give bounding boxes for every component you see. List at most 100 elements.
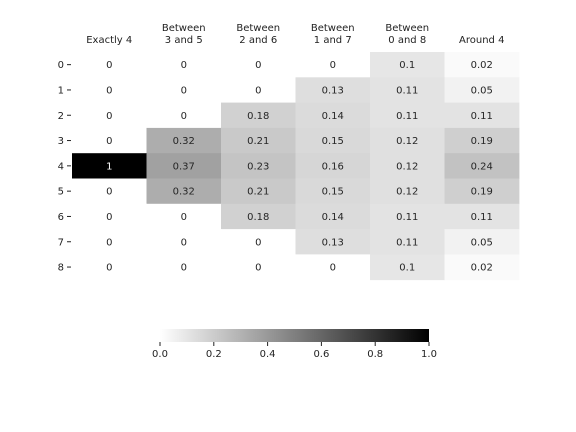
heatmap-cell	[146, 229, 222, 255]
cell-value-label: 0	[106, 111, 112, 122]
heatmap-cell	[295, 254, 371, 281]
heatmap-cell	[72, 127, 147, 154]
heatmap-cell	[146, 127, 222, 154]
heatmap-cell	[370, 203, 445, 230]
heatmap-cell	[370, 229, 445, 255]
cell-value-label: 0.12	[396, 161, 418, 172]
row-label: 6	[58, 212, 64, 223]
cell-value-label: 0	[255, 263, 261, 274]
cell-value-label: 0.32	[173, 136, 195, 147]
heatmap-cell	[370, 77, 445, 103]
cell-value-label: 0.1	[399, 263, 415, 274]
row-label: 0	[58, 60, 64, 71]
cell-value-label: 0	[330, 263, 336, 274]
cell-value-label: 0	[106, 212, 112, 223]
heatmap-cell	[444, 229, 520, 255]
cell-value-label: 0.12	[396, 187, 418, 198]
colorbar-tick-label: 0.0	[152, 349, 168, 360]
heatmap-cell	[146, 254, 222, 281]
cell-value-label: 0	[181, 237, 187, 248]
cell-value-label: 0.05	[471, 85, 493, 96]
heatmap-cell	[444, 153, 520, 179]
colorbar-tick-label: 0.6	[313, 349, 329, 360]
column-label: Between 2 and 6	[236, 23, 280, 46]
cell-value-label: 0.14	[322, 212, 344, 223]
cell-value-label: 0.11	[396, 111, 418, 122]
heatmap-cell	[72, 229, 147, 255]
cell-value-label: 0.18	[247, 111, 269, 122]
cell-value-label: 0.02	[471, 60, 493, 71]
heatmap-cell	[146, 77, 222, 103]
cell-value-label: 0.15	[322, 136, 344, 147]
row-label: 2	[58, 111, 64, 122]
heatmap-cell	[370, 127, 445, 154]
heatmap-cell	[221, 127, 296, 154]
cell-value-label: 0.02	[471, 263, 493, 274]
heatmap-cell	[221, 254, 296, 281]
column-label: Between 1 and 7	[311, 23, 355, 46]
heatmap-cell	[444, 102, 520, 129]
row-label: 4	[58, 161, 64, 172]
cell-value-label: 0.13	[322, 85, 344, 96]
heatmap-cell	[72, 102, 147, 129]
heatmap-cell	[295, 77, 371, 103]
heatmap-cell	[295, 102, 371, 129]
row-labels: 0 1 2 3 4 5 6 7 8	[58, 60, 71, 274]
row-label: 7	[58, 237, 64, 248]
cell-value-label: 0	[181, 60, 187, 71]
cell-value-label: 0.32	[173, 187, 195, 198]
cell-value-label: 0.11	[396, 85, 418, 96]
colorbar-tick-label: 1.0	[421, 349, 437, 360]
cell-value-label: 0.05	[471, 237, 493, 248]
cell-value-label: 1	[106, 161, 112, 172]
heatmap-cell	[444, 77, 520, 103]
heatmap-cell	[370, 254, 445, 281]
column-labels: Exactly 4 Between 3 and 5 Between 2 and 6 Bet…	[86, 23, 504, 46]
cell-value-label: 0.11	[396, 237, 418, 248]
column-label: Around 4	[459, 35, 504, 46]
cell-value-label: 0	[106, 237, 112, 248]
cell-value-label: 0.23	[247, 161, 269, 172]
colorbar-tick-label: 0.4	[260, 349, 276, 360]
heatmap-cell	[72, 77, 147, 103]
cell-value-label: 0.19	[471, 187, 493, 198]
heatmap-cell	[295, 127, 371, 154]
cell-value-label: 0.11	[471, 212, 493, 223]
cell-value-label: 0.18	[247, 212, 269, 223]
cell-value-label: 0.12	[396, 136, 418, 147]
cell-value-label: 0.19	[471, 136, 493, 147]
heatmap-cell	[444, 178, 520, 205]
column-label: Exactly 4	[86, 35, 132, 46]
cell-value-label: 0	[181, 263, 187, 274]
heatmap-cell	[146, 203, 222, 230]
row-label: 8	[58, 263, 64, 274]
cell-value-label: 0	[106, 263, 112, 274]
heatmap-cells: 0 0 0 0 0.1 0.020 0 0 0.13 0.11 0.050 0 0.18 0.14 0.11…	[72, 52, 520, 281]
heatmap-cell	[72, 178, 147, 205]
heatmap-cell	[370, 52, 445, 78]
cell-value-label: 0	[106, 85, 112, 96]
heatmap-cell	[370, 153, 445, 179]
cell-value-label: 0.14	[322, 111, 344, 122]
heatmap-cell	[146, 153, 222, 179]
cell-value-label: 0	[330, 60, 336, 71]
heatmap-cell	[221, 229, 296, 255]
heatmap-cell	[444, 254, 520, 281]
cell-value-label: 0	[181, 212, 187, 223]
row-label: 5	[58, 187, 64, 198]
heatmap-cell	[295, 178, 371, 205]
cell-value-label: 0	[255, 237, 261, 248]
cell-value-label: 0.1	[399, 60, 415, 71]
column-label: Between 0 and 8	[385, 23, 429, 46]
cell-value-label: 0.21	[247, 187, 269, 198]
heatmap-cell	[295, 153, 371, 179]
cell-value-label: 0.15	[322, 187, 344, 198]
cell-value-label: 0.11	[396, 212, 418, 223]
colorbar-tick-label: 0.2	[206, 349, 222, 360]
column-label: Between 3 and 5	[162, 23, 206, 46]
heatmap-cell	[72, 153, 147, 179]
row-label: 1	[58, 85, 64, 96]
heatmap-cell	[146, 178, 222, 205]
colorbar-gradient	[160, 329, 429, 342]
